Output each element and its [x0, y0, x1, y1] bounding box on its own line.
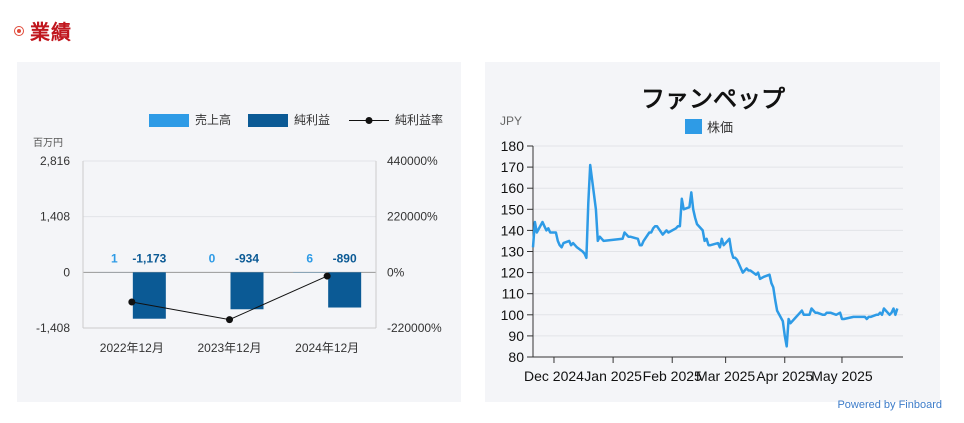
y2-tick-label: -220000% — [387, 321, 442, 335]
powered-by-link[interactable]: Powered by Finboard — [837, 399, 942, 411]
earnings-chart: 1 -1,173 0 -934 6 -890 2,816 1,408 0 -1,408 44000… — [33, 112, 443, 355]
net-income-data-label: -934 — [235, 251, 259, 265]
y-tick-label: 0 — [63, 265, 70, 279]
net-margin-point — [226, 316, 233, 324]
net-margin-point — [323, 272, 331, 280]
y-tick-label: 160 — [501, 180, 525, 196]
legend-swatch-revenue — [149, 114, 189, 127]
section-header: 業績 — [14, 16, 72, 45]
y-tick-label: 180 — [501, 138, 525, 154]
x-tick-label: 2023年12月 — [197, 341, 261, 355]
y-tick-label: 1,408 — [40, 210, 70, 224]
legend-label-revenue: 売上高 — [195, 112, 231, 127]
x-tick-label: 2022年12月 — [100, 341, 164, 355]
net-income-bar — [132, 272, 166, 319]
legend-label-net-income: 純利益 — [294, 113, 330, 127]
stock-chart-title: ファンペップ — [641, 86, 786, 113]
y-tick-label: 90 — [508, 328, 524, 344]
y-tick-label: 110 — [502, 286, 525, 302]
net-income-data-label: -890 — [333, 251, 357, 265]
revenue-data-label: 1 — [111, 251, 118, 265]
x-tick-label: 2024年12月 — [295, 341, 359, 355]
legend-label-net-margin: 純利益率 — [395, 112, 443, 127]
y2-tick-label: 220000% — [387, 210, 438, 224]
revenue-data-label: 0 — [209, 251, 216, 265]
stock-y-axis-label: JPY — [500, 114, 522, 128]
section-title: 業績 — [30, 22, 72, 44]
y-axis-unit-label: 百万円 — [33, 137, 63, 149]
stock-price-line — [531, 163, 899, 348]
y-tick-label: 140 — [501, 222, 525, 238]
legend-marker-net-margin — [365, 117, 373, 124]
legend-swatch-net-income — [248, 114, 288, 127]
y-tick-label: 100 — [501, 307, 525, 323]
x-tick-label: Dec 2024 — [524, 368, 584, 384]
y2-tick-label: 0% — [387, 265, 405, 279]
x-tick-label: May 2025 — [811, 368, 873, 384]
y2-tick-label: 440000% — [387, 154, 438, 168]
y-tick-label: 170 — [501, 159, 525, 175]
legend-label-stock: 株価 — [707, 120, 733, 135]
y-tick-label: 130 — [501, 244, 525, 260]
net-income-bar — [328, 272, 362, 308]
y-tick-label: 2,816 — [40, 154, 70, 168]
earnings-legend: 売上高 純利益 純利益率 — [149, 112, 443, 127]
net-margin-point — [128, 298, 136, 306]
bullet-icon — [14, 25, 24, 36]
y-tick-label: 120 — [501, 265, 525, 281]
stock-chart-panel: ファンペップ 株価 JPY 80 90 100 110 120 130 140 150 160 1… — [485, 62, 940, 402]
x-tick-label: Jan 2025 — [584, 368, 642, 384]
x-tick-label: Feb 2025 — [643, 368, 702, 384]
revenue-data-label: 6 — [306, 251, 313, 265]
stock-chart: ファンペップ 株価 JPY 80 90 100 110 120 130 140 150 160 1… — [500, 86, 903, 384]
legend-swatch-stock — [685, 119, 702, 134]
x-tick-label: Mar 2025 — [696, 368, 755, 384]
y-tick-label: -1,408 — [36, 321, 70, 335]
net-income-bar — [230, 272, 264, 310]
net-income-data-label: -1,173 — [132, 251, 166, 265]
y-tick-label: 150 — [501, 201, 525, 217]
y-tick-label: 80 — [508, 349, 524, 365]
x-tick-label: Apr 2025 — [756, 368, 813, 384]
earnings-chart-panel: 1 -1,173 0 -934 6 -890 2,816 1,408 0 -1,408 44000… — [17, 62, 461, 402]
